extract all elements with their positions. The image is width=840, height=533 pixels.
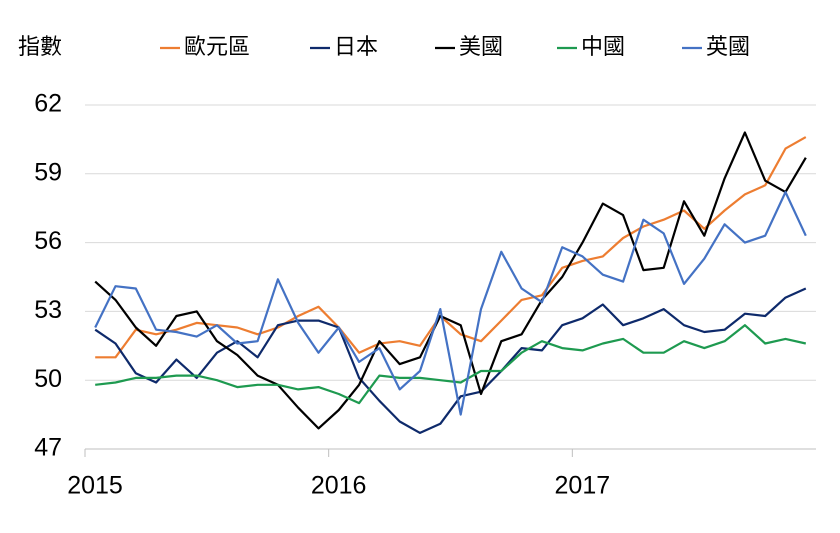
y-tick-label: 47 xyxy=(34,434,62,462)
legend-label: 日本 xyxy=(334,34,378,59)
x-tick-label: 2016 xyxy=(311,472,367,500)
legend-label: 中國 xyxy=(581,34,625,59)
y-axis-label: 指數 xyxy=(18,34,62,59)
series-line xyxy=(95,136,807,359)
y-tick-label: 62 xyxy=(34,90,62,118)
y-tick-label: 50 xyxy=(34,365,62,393)
series-line xyxy=(95,324,807,405)
y-tick-label: 59 xyxy=(34,158,62,186)
series-line xyxy=(94,131,807,430)
x-tick-label: 2015 xyxy=(67,472,123,500)
series-line xyxy=(94,191,807,416)
y-tick-label: 56 xyxy=(34,227,62,255)
series-line xyxy=(94,287,807,434)
legend-label: 歐元區 xyxy=(184,34,250,59)
legend-label: 美國 xyxy=(459,34,503,59)
legend-label: 英國 xyxy=(706,34,750,59)
x-tick-label: 2017 xyxy=(555,472,611,500)
y-tick-label: 53 xyxy=(34,296,62,324)
